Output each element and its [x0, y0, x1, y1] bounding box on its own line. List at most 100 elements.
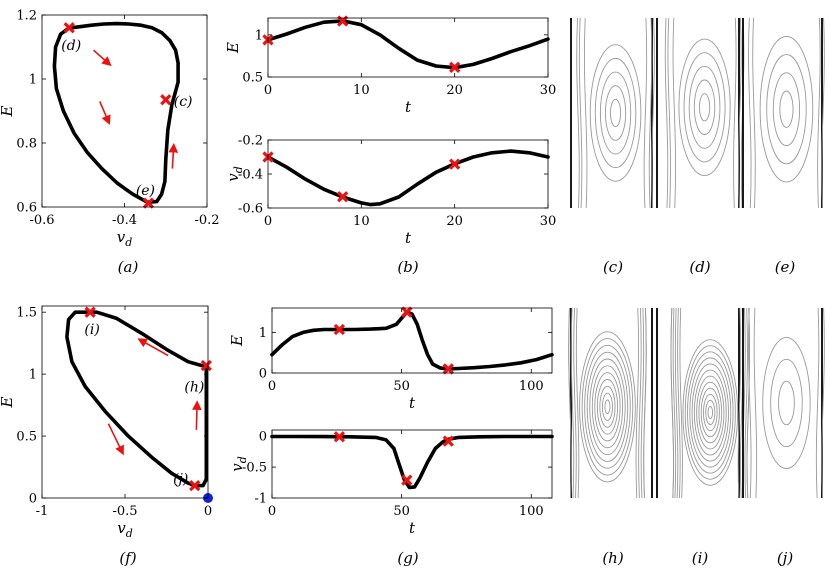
x-tick-label: 10: [353, 83, 370, 98]
y-axis-label: E: [228, 335, 246, 347]
y-tick-label: -0.5: [242, 461, 267, 476]
contour-line: [575, 307, 580, 499]
chart-a: (d) (c) (e) -0.6 -0.4 -0.2 0.6 0.8 1 1.2 vd E: [0, 9, 220, 250]
contour-line: [589, 358, 626, 456]
contour-line: [604, 399, 611, 415]
x-tick-label: 0: [204, 504, 212, 519]
series-line-b1: [266, 19, 550, 70]
contour-line: [604, 85, 627, 141]
contour-line: [698, 93, 711, 122]
contour-line: [677, 307, 681, 499]
data-marker: [337, 191, 349, 203]
contour-line: [635, 307, 639, 499]
contour-line: [576, 17, 580, 209]
direction-arrow: [137, 338, 169, 357]
contour-line: [594, 57, 637, 169]
x-tick-label: 30: [540, 83, 557, 98]
contour-line: [640, 307, 645, 499]
x-tick-label: 0: [264, 214, 272, 229]
contour-line: [568, 307, 572, 499]
contour-line: [696, 375, 725, 450]
y-tick-label: 0.5: [242, 71, 263, 86]
point-label: (i): [84, 322, 99, 338]
contour-panel-i: [656, 307, 750, 499]
contour-line: [601, 392, 613, 421]
contour-line: [684, 345, 736, 480]
direction-arrow: [107, 423, 124, 456]
contour-line: [599, 71, 632, 155]
point-label: (j): [173, 472, 188, 488]
axes-frame: [271, 307, 553, 374]
y-axis-label: E: [0, 396, 16, 408]
contour-line: [746, 307, 750, 499]
y-axis-label: vd: [228, 456, 249, 472]
contour-line: [596, 379, 619, 435]
marker-stroke: [442, 363, 454, 375]
x-axis-label-subscript: d: [126, 527, 133, 540]
contour-line: [698, 381, 723, 444]
marker-stroke: [142, 197, 155, 209]
x-tick-label: -1: [36, 504, 49, 519]
data-marker: [189, 479, 201, 492]
data-marker: [333, 323, 346, 336]
contour-line: [688, 65, 721, 149]
contour-line: [744, 307, 748, 499]
x-axis-label: t: [405, 229, 412, 247]
data-marker: [333, 431, 346, 443]
contour-line: [578, 17, 583, 209]
contour-line: [687, 351, 734, 474]
contour-line: [821, 17, 825, 209]
data-marker: [84, 306, 96, 318]
y-tick-label: 0.5: [16, 430, 37, 445]
contour-line: [581, 338, 634, 476]
panel-label-i: (i): [692, 549, 709, 567]
marker-stroke: [442, 435, 454, 447]
contour-line: [772, 72, 801, 147]
plots-layer: (d)(c)(e)-0.6-0.4-0.20.60.811.2vdE010203…: [0, 9, 556, 541]
contour-line: [672, 17, 676, 209]
contour-line: [752, 17, 756, 209]
contour-line: [691, 363, 729, 462]
marker-stroke: [84, 306, 96, 318]
x-tick-label: 0: [264, 83, 272, 98]
contour-line: [670, 307, 674, 499]
marker-stroke: [401, 306, 413, 318]
x-tick-label: 30: [540, 214, 557, 229]
marker-stroke: [333, 323, 346, 336]
contour-line: [589, 44, 642, 182]
x-axis-label: t: [409, 519, 416, 537]
contour-line: [682, 339, 739, 486]
panel-label-a: (a): [118, 258, 139, 276]
x-axis-label-subscript: d: [125, 236, 132, 249]
y-tick-label: 1: [255, 28, 263, 43]
y-tick-label: 0: [259, 430, 267, 445]
y-tick-label: -0.4: [238, 168, 263, 183]
series-line-g2: [270, 434, 554, 490]
y-tick-label: 0: [29, 492, 37, 507]
contour-panels: [568, 17, 825, 499]
contour-line: [815, 307, 820, 499]
chart-f: (i) (h) (j) -1 -0.5 0 0 0.5 1 1.5 vd E: [0, 305, 213, 540]
y-tick-label: -0.2: [238, 134, 263, 149]
contour-line: [643, 17, 648, 209]
contour-line: [779, 90, 794, 128]
x-tick-label: 100: [519, 504, 544, 519]
data-marker: [401, 306, 413, 318]
data-marker: [142, 197, 155, 209]
contour-line: [648, 17, 653, 209]
contour-line: [748, 307, 752, 499]
contour-line: [573, 307, 577, 499]
y-tick-label: 1.5: [16, 306, 37, 321]
marker-stroke: [200, 359, 212, 372]
contour-line: [778, 380, 795, 426]
data-marker: [442, 363, 454, 375]
data-marker: [401, 474, 413, 486]
contour-line: [579, 331, 636, 483]
marker-stroke: [189, 479, 201, 492]
x-axis-label: t: [409, 394, 416, 412]
x-tick-label: 10: [353, 214, 370, 229]
contour-line: [638, 307, 642, 499]
direction-arrow: [99, 101, 111, 126]
data-marker: [442, 435, 454, 447]
